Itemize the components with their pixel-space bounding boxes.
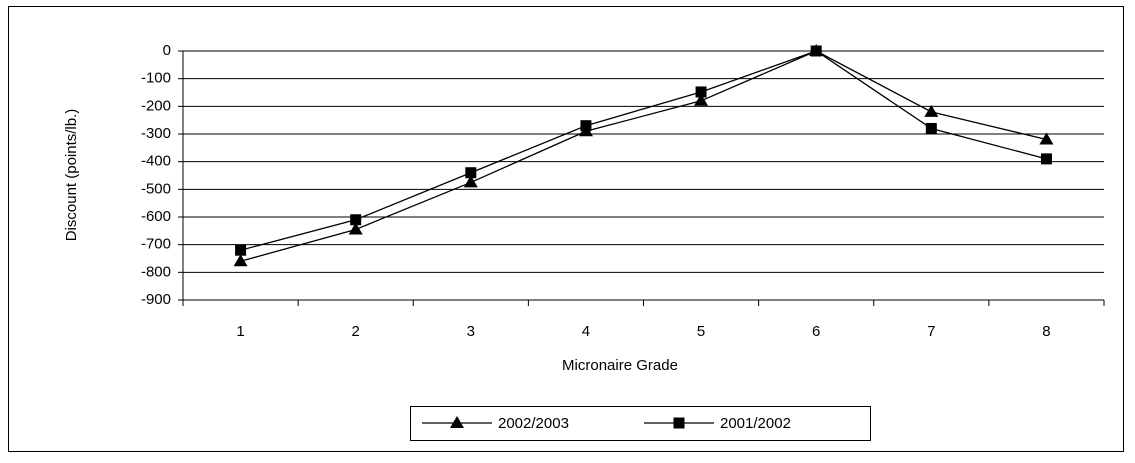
x-tick-label: 6 [812, 323, 820, 340]
marker [695, 86, 707, 98]
marker [694, 93, 709, 106]
x-tick-label: 1 [236, 323, 244, 340]
legend-label: 2001/2002 [720, 415, 791, 432]
marker [925, 122, 937, 134]
marker [350, 214, 362, 226]
x-tick-label: 2 [352, 323, 360, 340]
marker [673, 417, 685, 429]
chart-border [8, 6, 1124, 452]
y-tick-label: -300 [141, 125, 171, 142]
marker [924, 104, 939, 117]
y-tick-label: -400 [141, 153, 171, 170]
marker [235, 244, 247, 256]
y-tick-label: -900 [141, 291, 171, 308]
marker [810, 45, 822, 57]
series-line [240, 50, 1047, 262]
x-tick-label: 3 [467, 323, 475, 340]
y-tick-label: -500 [141, 180, 171, 197]
x-tick-label: 4 [582, 323, 590, 340]
series-line [240, 50, 1047, 251]
x-tick-label: 8 [1042, 323, 1050, 340]
y-tick-label: 0 [163, 42, 171, 59]
marker [1039, 132, 1054, 145]
y-tick-label: -100 [141, 70, 171, 87]
marker [348, 222, 363, 235]
marker [463, 175, 478, 188]
y-tick-label: -700 [141, 236, 171, 253]
y-tick-label: -200 [141, 97, 171, 114]
y-axis-label: Discount (points/lb.) [63, 109, 80, 242]
marker [1040, 153, 1052, 165]
y-tick-label: -800 [141, 263, 171, 280]
x-tick-label: 5 [697, 323, 705, 340]
legend-label: 2002/2003 [498, 415, 569, 432]
marker [580, 120, 592, 132]
marker [450, 416, 464, 428]
marker [465, 167, 477, 179]
x-tick-label: 7 [927, 323, 935, 340]
x-axis-label: Micronaire Grade [562, 357, 678, 374]
y-tick-label: -600 [141, 208, 171, 225]
marker [233, 254, 248, 267]
